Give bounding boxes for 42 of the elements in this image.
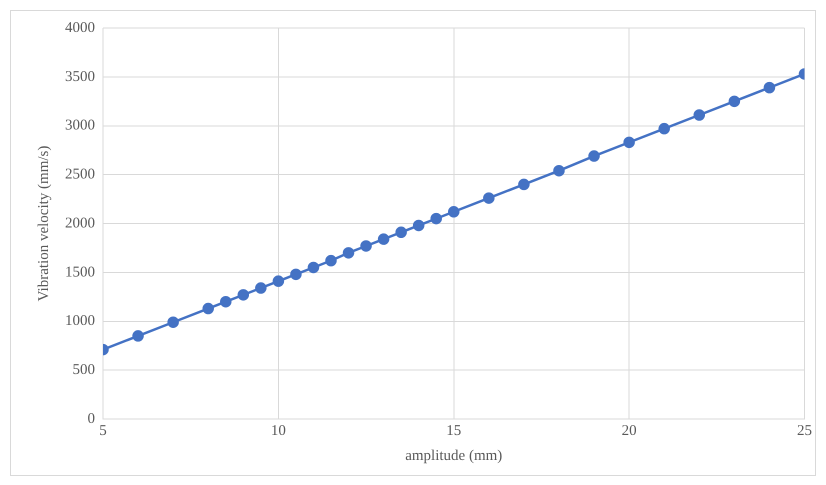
x-tick-label: 25: [797, 422, 812, 439]
point: [553, 164, 565, 176]
y-tick-label: 4000: [65, 20, 95, 36]
point: [658, 122, 670, 134]
y-tick-label: 0: [88, 410, 95, 427]
point: [764, 82, 776, 94]
point: [395, 226, 407, 238]
point: [255, 282, 267, 294]
y-tick-label: 3500: [65, 68, 95, 85]
y-axis-title: Vibration velocity (mm/s): [36, 146, 52, 302]
point: [342, 247, 354, 259]
point: [308, 262, 320, 274]
x-axis-title: amplitude (mm): [405, 448, 502, 464]
y-tick-label: 500: [72, 362, 95, 378]
point: [220, 296, 232, 308]
point: [588, 150, 600, 162]
x-tick-label: 5: [99, 422, 107, 439]
point: [132, 330, 144, 342]
point: [694, 109, 706, 121]
point: [430, 212, 442, 224]
point: [272, 275, 284, 287]
point: [378, 233, 390, 245]
point: [483, 192, 495, 204]
point: [360, 240, 372, 252]
point: [202, 302, 214, 314]
x-tick-label: 15: [446, 422, 462, 439]
x-tick-label: 20: [622, 422, 637, 439]
point: [518, 178, 530, 190]
y-tick-label: 2500: [65, 166, 95, 183]
y-tick-label: 2000: [65, 215, 95, 232]
y-tick-label: 3000: [65, 118, 95, 134]
point: [290, 268, 302, 280]
point: [325, 254, 337, 266]
y-tick-label: 1000: [65, 313, 95, 330]
point: [728, 96, 740, 108]
point: [623, 136, 635, 148]
point: [448, 206, 460, 218]
point: [412, 220, 424, 232]
x-tick-label: 10: [270, 422, 286, 439]
y-tick-label: 1500: [65, 264, 95, 280]
point: [238, 289, 250, 301]
point: [167, 316, 179, 328]
